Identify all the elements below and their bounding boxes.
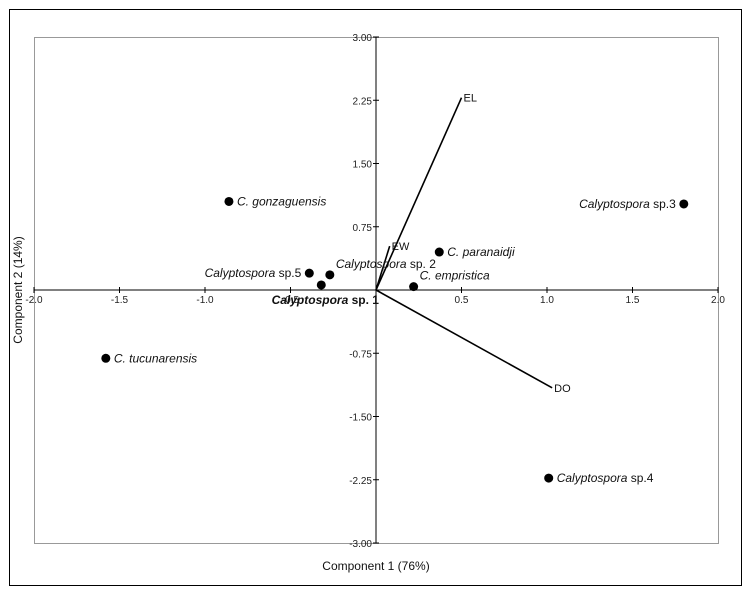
data-point [316, 280, 326, 290]
y-axis-title: Component 2 (14%) [11, 236, 25, 343]
data-point [679, 199, 689, 209]
y-tick-label: 2.25 [353, 96, 373, 107]
x-tick-label: -0.5 [282, 295, 300, 306]
y-tick-label: -2.25 [349, 476, 372, 487]
point-label: Calyptospora sp. 2 [336, 257, 436, 271]
y-tick-label: -1.50 [349, 413, 372, 424]
x-tick-label: -1.0 [196, 295, 214, 306]
point-label-epithet: sp.3 [650, 197, 676, 211]
point-label-genus: Calyptospora [336, 257, 407, 271]
x-tick-label: 1.0 [540, 295, 554, 306]
point-label-epithet: sp.5 [275, 266, 301, 280]
vector-label: DO [554, 383, 571, 395]
point-label: C. paranaidji [447, 245, 515, 259]
x-tick-label: -1.5 [111, 295, 129, 306]
data-points: Calyptospora sp.3 C. gonzaguensis Calyptos… [101, 194, 689, 485]
point-label-genus: C. tucunarensis [114, 351, 197, 365]
vector-label: EW [392, 241, 410, 253]
data-point [325, 270, 335, 280]
y-tick-label: -3.00 [349, 539, 372, 550]
point-label: C. empristica [420, 269, 490, 283]
x-axis-title: Component 1 (76%) [322, 559, 429, 573]
point-label-genus: Calyptospora [579, 197, 650, 211]
y-tick-label: -0.75 [349, 349, 372, 360]
y-tick-label: 3.00 [353, 33, 373, 44]
x-tick-label: 0.5 [455, 295, 469, 306]
point-label: Calyptospora sp. 1 [272, 293, 380, 307]
x-tick-label: 1.5 [626, 295, 640, 306]
vector-el [375, 97, 463, 291]
point-label: C. gonzaguensis [237, 194, 326, 208]
loading-vectors: EL EW DO [375, 93, 571, 395]
point-label-genus: C. gonzaguensis [237, 194, 326, 208]
point-label: Calyptospora sp.5 [205, 266, 302, 280]
point-label: Calyptospora sp.3 [579, 197, 676, 211]
point-label: C. tucunarensis [114, 351, 197, 365]
data-point [101, 353, 111, 363]
outer-border [9, 9, 742, 586]
axes: -2.0 -1.5 -1.0 -0.5 0.5 1.0 1.5 2.0 3.00 2.25 1.50… [25, 33, 725, 550]
point-label-epithet: sp. 2 [407, 257, 437, 271]
data-point [409, 282, 419, 292]
point-label-genus: Calyptospora [557, 471, 628, 485]
vector-do [375, 289, 553, 389]
point-label-genus: C. paranaidji [447, 245, 515, 259]
point-label: Calyptospora sp.4 [557, 471, 654, 485]
vector-ew [375, 245, 391, 291]
point-label-genus: C. empristica [420, 269, 490, 283]
x-tick-label: 2.0 [711, 295, 725, 306]
point-label-epithet: sp.4 [627, 471, 653, 485]
data-point [224, 196, 234, 206]
data-point [304, 268, 314, 278]
vector-label: EL [464, 93, 477, 105]
y-tick-label: 0.75 [353, 223, 373, 234]
data-point [434, 247, 444, 257]
x-tick-label: -2.0 [25, 295, 43, 306]
point-label-genus: Calyptospora [272, 293, 349, 307]
point-label-genus: Calyptospora [205, 266, 276, 280]
y-tick-label: 1.50 [353, 160, 373, 171]
point-label-epithet: sp. 1 [348, 293, 379, 307]
data-point [544, 473, 554, 483]
